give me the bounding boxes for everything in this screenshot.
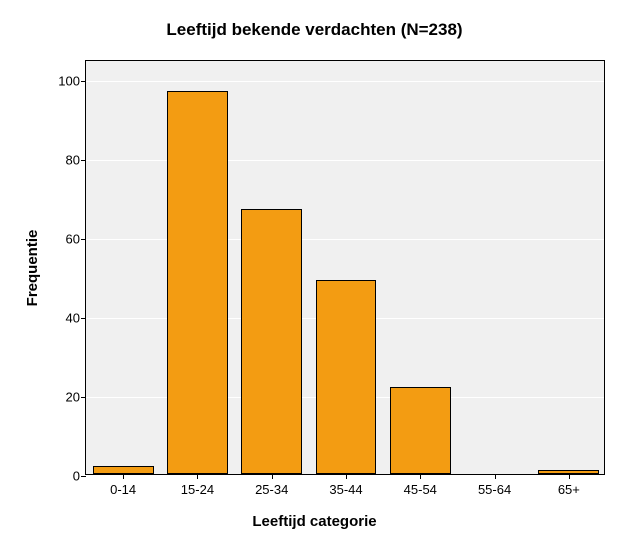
grid-line [86, 160, 604, 161]
bar [316, 280, 377, 474]
y-tick-label: 0 [73, 469, 86, 484]
bar [241, 209, 302, 474]
x-tick-label: 55-64 [478, 474, 511, 497]
chart-title: Leeftijd bekende verdachten (N=238) [0, 20, 629, 40]
y-axis-label: Frequentie [24, 229, 41, 306]
bar [167, 91, 228, 474]
x-tick-label: 35-44 [329, 474, 362, 497]
chart-container: Leeftijd bekende verdachten (N=238) 0204… [0, 0, 629, 560]
y-tick-label: 80 [66, 152, 86, 167]
bar [93, 466, 154, 474]
bar [390, 387, 451, 474]
y-tick-label: 40 [66, 310, 86, 325]
grid-line [86, 81, 604, 82]
y-tick-label: 60 [66, 231, 86, 246]
y-tick-label: 100 [58, 73, 86, 88]
x-tick-label: 65+ [558, 474, 580, 497]
x-tick-label: 25-34 [255, 474, 288, 497]
y-tick-label: 20 [66, 389, 86, 404]
x-tick-label: 15-24 [181, 474, 214, 497]
grid-line [86, 239, 604, 240]
x-axis-label: Leeftijd categorie [0, 513, 629, 530]
x-tick-label: 45-54 [404, 474, 437, 497]
x-tick-label: 0-14 [110, 474, 136, 497]
plot-area: 0204060801000-1415-2425-3435-4445-5455-6… [85, 60, 605, 475]
